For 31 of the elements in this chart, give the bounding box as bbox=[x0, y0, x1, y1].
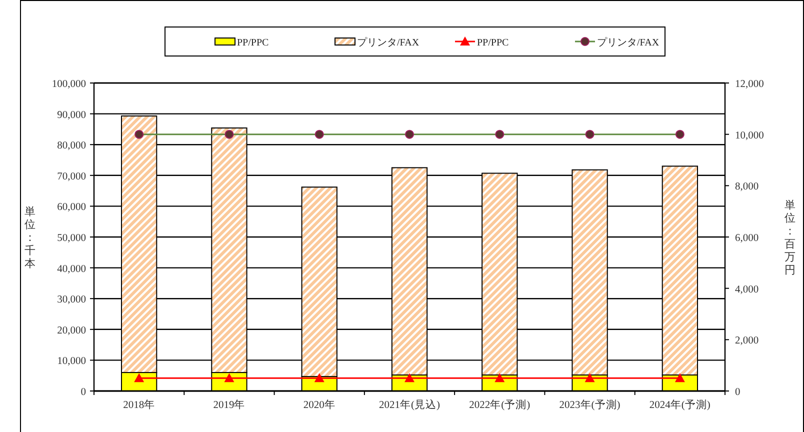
x-tick-label: 2018年 bbox=[123, 399, 156, 411]
x-tick-label: 2024年(予測) bbox=[649, 399, 711, 411]
legend-label: プリンタ/FAX bbox=[357, 36, 420, 48]
y2-tick-label: 0 bbox=[735, 387, 740, 398]
y-tick-label: 90,000 bbox=[57, 110, 86, 121]
x-tick-label: 2019年 bbox=[213, 399, 246, 411]
y2-tick-label: 10,000 bbox=[735, 130, 764, 142]
y-tick-label: 70,000 bbox=[57, 171, 86, 182]
x-tick-label: 2020年 bbox=[303, 399, 336, 411]
y-tick-label: 30,000 bbox=[57, 294, 86, 306]
y2-tick-label: 8,000 bbox=[735, 182, 759, 193]
y-tick-label: 20,000 bbox=[57, 325, 86, 336]
x-tick-label: 2021年(見込) bbox=[379, 398, 440, 411]
y-axis-title: 単位：千本 bbox=[24, 206, 36, 270]
legend-label: PP/PPC bbox=[477, 38, 510, 48]
y2-tick-label: 2,000 bbox=[735, 336, 759, 347]
y-tick-label: 40,000 bbox=[57, 264, 86, 275]
legend-label: PP/PPC bbox=[237, 38, 270, 48]
y-tick-label: 100,000 bbox=[52, 79, 86, 90]
y-tick-label: 80,000 bbox=[57, 140, 86, 152]
y-tick-label: 10,000 bbox=[57, 356, 86, 368]
y-tick-label: 0 bbox=[80, 387, 86, 398]
x-tick-label: 2023年(予測) bbox=[559, 399, 621, 411]
y2-tick-label: 12,000 bbox=[735, 79, 764, 90]
x-tick-label: 2022年(予測) bbox=[469, 399, 531, 411]
y-tick-label: 50,000 bbox=[57, 233, 86, 244]
legend-label: プリンタ/FAX bbox=[597, 36, 660, 48]
y-tick-label: 60,000 bbox=[57, 202, 86, 214]
y2-tick-label: 6,000 bbox=[735, 233, 759, 244]
y2-axis-title: 単位：百万円 bbox=[784, 200, 796, 276]
y2-tick-label: 4,000 bbox=[735, 284, 759, 296]
